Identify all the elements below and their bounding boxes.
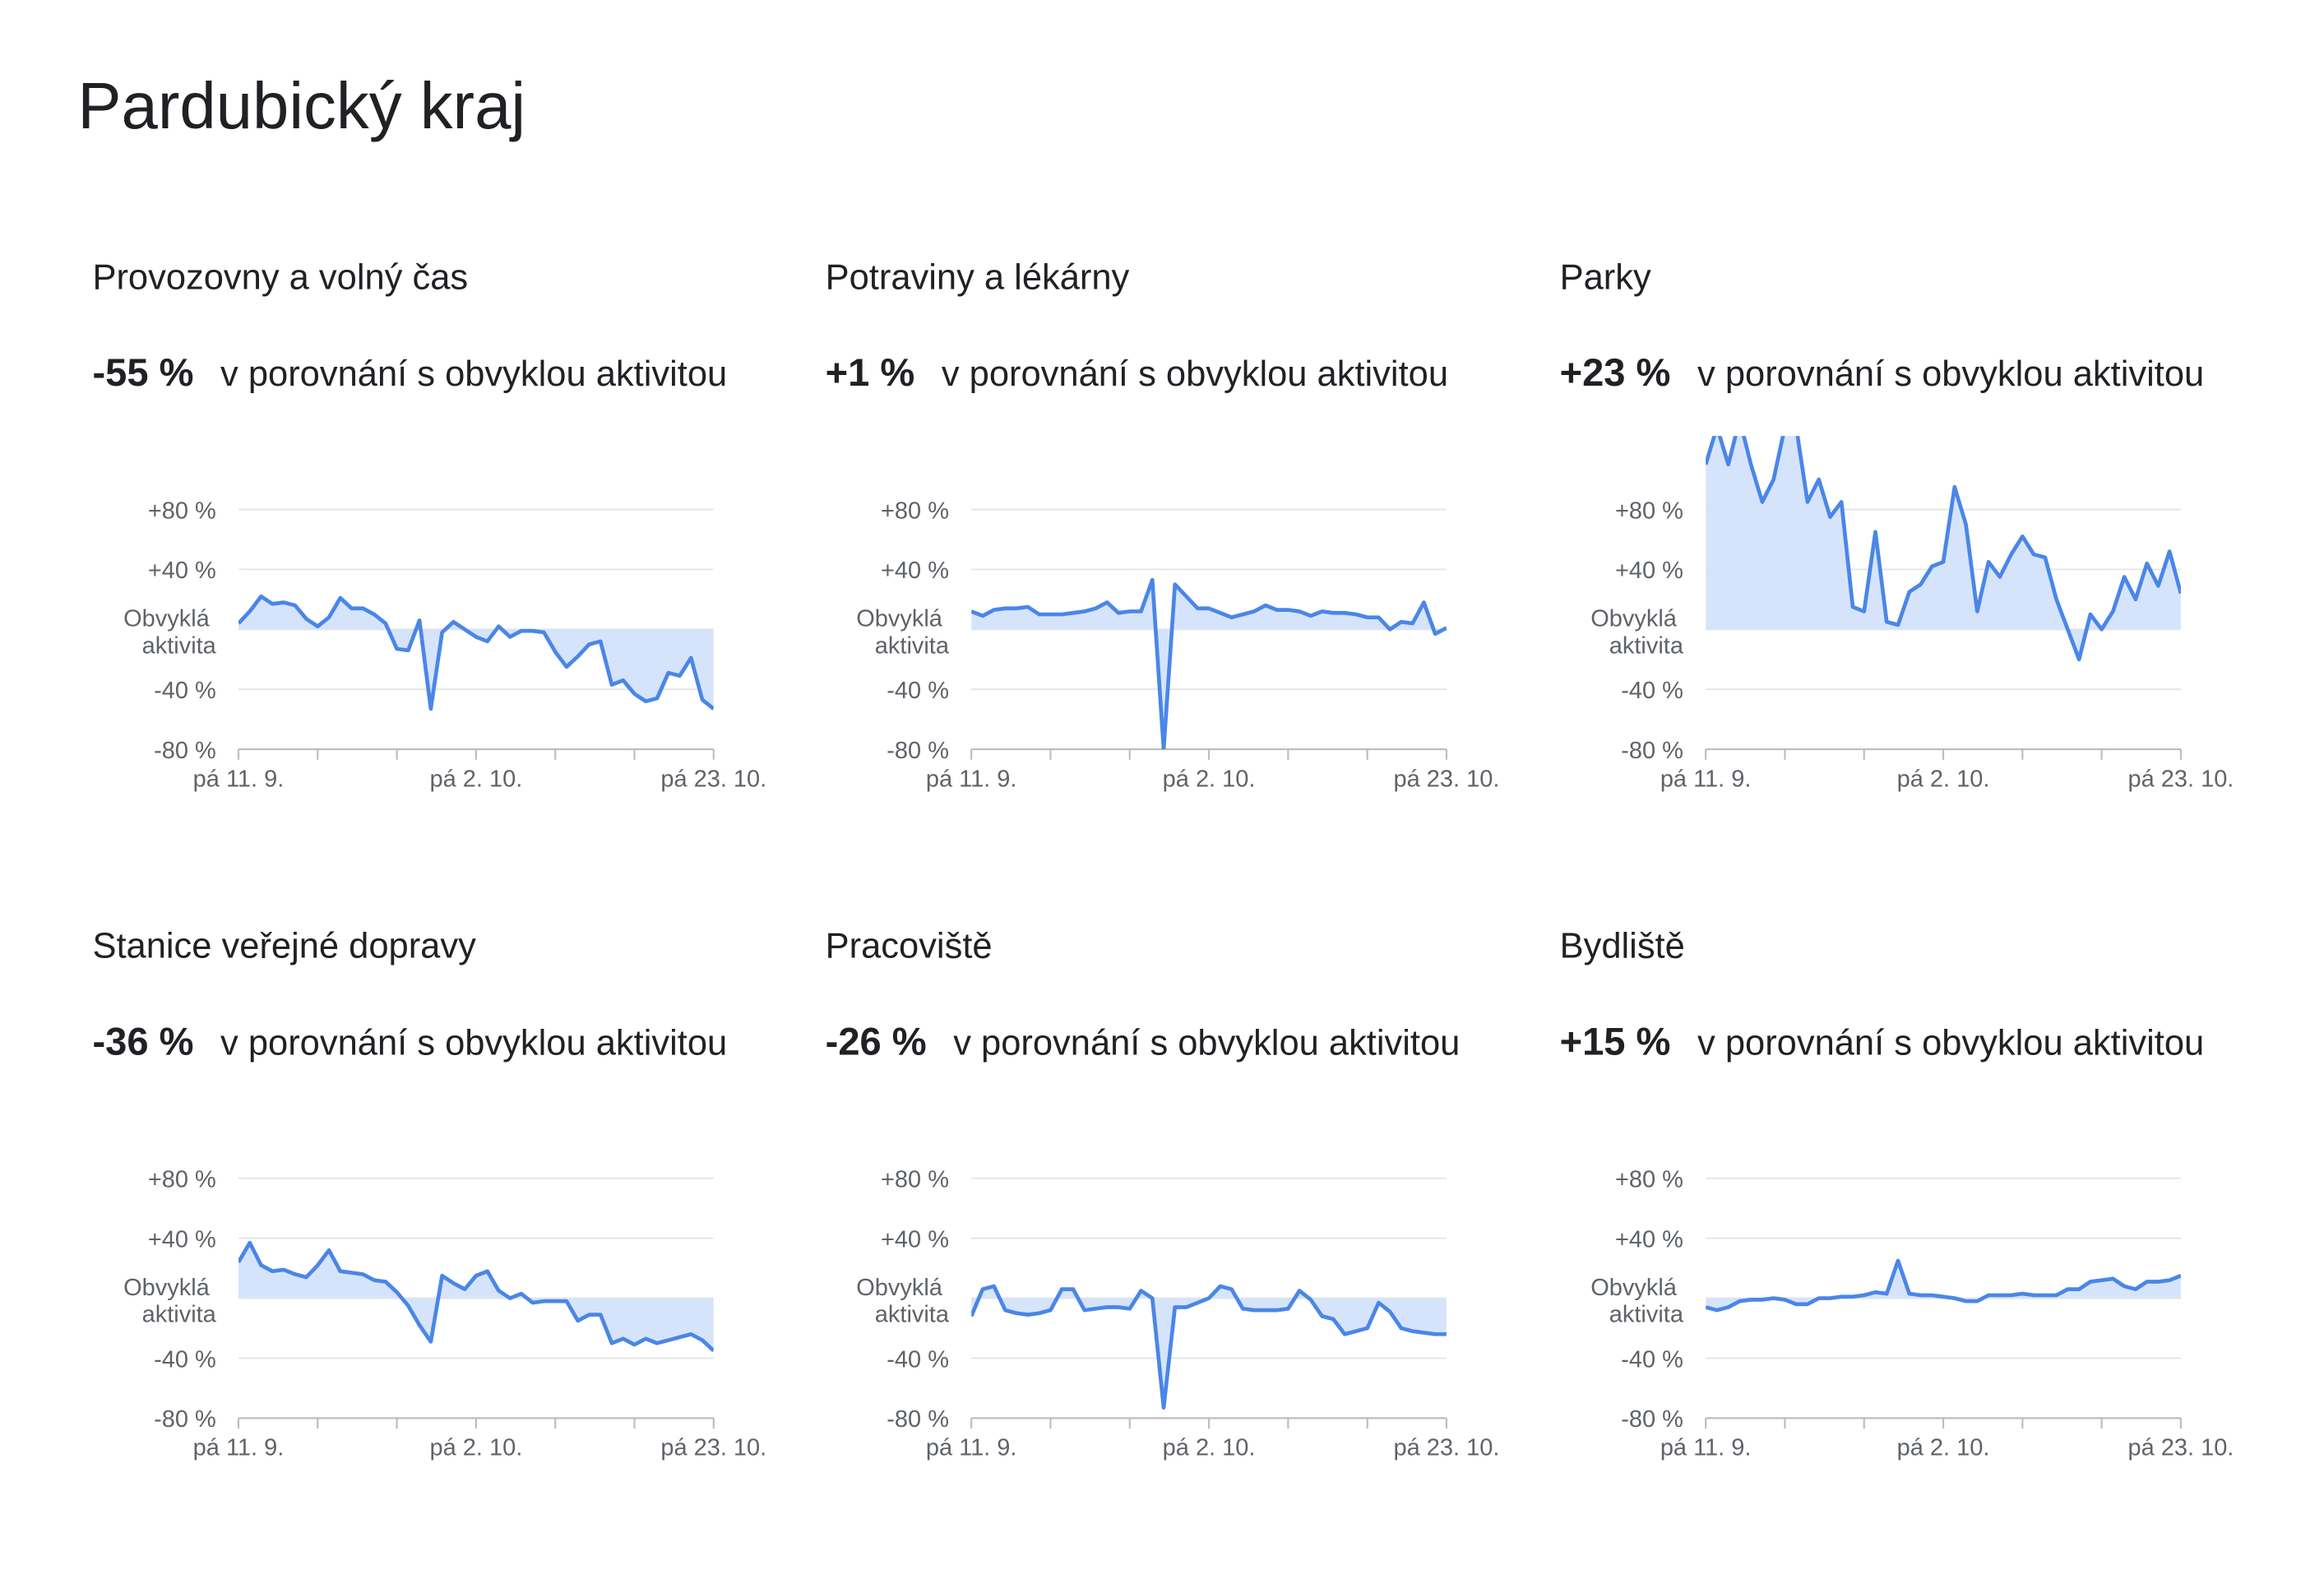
panel-title: Stanice veřejné dopravy — [92, 927, 476, 966]
summary-text: v porovnání s obvyklou aktivitou — [953, 1023, 1460, 1063]
y-tick-label: -40 % — [154, 1346, 216, 1373]
line — [1706, 436, 2181, 662]
area — [238, 1243, 714, 1351]
y-tick-label: -80 % — [887, 738, 949, 764]
y-tick-label: -40 % — [887, 1346, 949, 1373]
y-tick-label: Obvyklá aktivita — [1590, 606, 1684, 660]
y-tick-label: -80 % — [1621, 1406, 1683, 1433]
y-tick-label: -80 % — [154, 1406, 216, 1433]
summary: -36 % v porovnání s obvyklou aktivitou — [92, 1019, 727, 1063]
x-tick-label: pá 23. 10. — [2128, 1435, 2234, 1461]
y-tick-label: +80 % — [881, 498, 949, 524]
y-tick-label: -40 % — [887, 678, 949, 704]
area — [238, 596, 714, 709]
summary-text: v porovnání s obvyklou aktivitou — [1697, 1023, 2204, 1063]
y-tick-label: +40 % — [148, 1227, 216, 1253]
panel-title: Pracoviště — [826, 927, 993, 966]
x-tick-label: pá 11. 9. — [193, 1435, 285, 1461]
chart-panel: Stanice veřejné dopravy -36 % v porovnání … — [92, 927, 766, 1461]
line — [971, 1284, 1447, 1410]
area — [1706, 436, 2181, 660]
area — [1706, 1260, 2181, 1311]
panel-title: Potraviny a lékárny — [826, 257, 1130, 297]
x-tick-label: pá 2. 10. — [1897, 766, 1990, 792]
chart-panel: Potraviny a lékárny +1 % v porovnání s obv… — [826, 257, 1500, 792]
y-tick-label: +40 % — [148, 558, 216, 584]
x-tick-label: pá 11. 9. — [193, 766, 285, 792]
chart-panel: Pracoviště -26 % v porovnání s obvyklou ak… — [826, 927, 1500, 1461]
y-tick-label: +80 % — [1615, 498, 1683, 524]
x-tick-label: pá 23. 10. — [660, 1435, 766, 1461]
y-tick-label: -40 % — [154, 678, 216, 704]
line — [971, 577, 1447, 750]
y-tick-label: +40 % — [881, 558, 949, 584]
summary-text: v porovnání s obvyklou aktivitou — [220, 1023, 727, 1063]
y-tick-label: +80 % — [148, 1167, 216, 1193]
x-tick-label: pá 2. 10. — [430, 1435, 523, 1461]
x-tick-label: pá 11. 9. — [1660, 766, 1752, 792]
area — [971, 1285, 1447, 1408]
x-tick-label: pá 2. 10. — [1163, 766, 1256, 792]
y-tick-label: +40 % — [881, 1227, 949, 1253]
y-tick-label: -80 % — [887, 1406, 949, 1433]
summary: +15 % v porovnání s obvyklou aktivitou — [1560, 1019, 2205, 1063]
chart-panel: Provozovny a volný čas -55 % v porovnání s… — [92, 257, 766, 792]
summary-text: v porovnání s obvyklou aktivitou — [220, 354, 727, 394]
summary: -55 % v porovnání s obvyklou aktivitou — [92, 350, 727, 394]
x-tick-label: pá 11. 9. — [926, 766, 1017, 792]
panel-title: Bydliště — [1560, 927, 1685, 966]
y-tick-label: -80 % — [1621, 738, 1683, 764]
y-tick-label: Obvyklá aktivita — [123, 1275, 217, 1328]
y-tick-label: Obvyklá aktivita — [1590, 1275, 1684, 1328]
chart-panel: Bydliště +15 % v porovnání s obvyklou akti… — [1560, 927, 2234, 1461]
x-tick-label: pá 2. 10. — [430, 766, 523, 792]
line — [1706, 1258, 2181, 1313]
y-tick-label: +40 % — [1615, 1227, 1683, 1253]
y-tick-label: +80 % — [881, 1167, 949, 1193]
summary-value: +1 % — [826, 350, 915, 394]
x-tick-label: pá 11. 9. — [926, 1435, 1017, 1461]
area — [971, 580, 1447, 750]
x-tick-label: pá 23. 10. — [1394, 1435, 1500, 1461]
x-tick-label: pá 23. 10. — [2128, 766, 2234, 792]
summary-value: -36 % — [92, 1019, 193, 1063]
x-tick-label: pá 23. 10. — [1394, 766, 1500, 792]
y-tick-label: Obvyklá aktivita — [123, 606, 217, 660]
summary-value: -26 % — [826, 1019, 927, 1063]
chart-panel: Parky +23 % v porovnání s obvyklou aktivit… — [1560, 257, 2234, 792]
summary-value: +15 % — [1560, 1019, 1671, 1063]
y-tick-label: -40 % — [1621, 1346, 1683, 1373]
y-tick-label: Obvyklá aktivita — [856, 606, 950, 660]
line — [238, 594, 714, 711]
y-tick-label: -40 % — [1621, 678, 1683, 704]
y-tick-label: -80 % — [154, 738, 216, 764]
summary-text: v porovnání s obvyklou aktivitou — [942, 354, 1448, 394]
summary: +23 % v porovnání s obvyklou aktivitou — [1560, 350, 2205, 394]
panel-title: Parky — [1560, 257, 1651, 297]
summary-value: +23 % — [1560, 350, 1671, 394]
summary-text: v porovnání s obvyklou aktivitou — [1697, 354, 2204, 394]
x-tick-label: pá 2. 10. — [1897, 1435, 1990, 1461]
line — [238, 1240, 714, 1353]
panel-title: Provozovny a volný čas — [92, 257, 468, 297]
y-tick-label: +80 % — [1615, 1167, 1683, 1193]
y-tick-label: +40 % — [1615, 558, 1683, 584]
summary: -26 % v porovnání s obvyklou aktivitou — [826, 1019, 1461, 1063]
x-tick-label: pá 23. 10. — [660, 766, 766, 792]
x-tick-label: pá 2. 10. — [1163, 1435, 1256, 1461]
page-title: Pardubický kraj — [77, 69, 525, 142]
y-tick-label: +80 % — [148, 498, 216, 524]
y-tick-label: Obvyklá aktivita — [856, 1275, 950, 1328]
summary: +1 % v porovnání s obvyklou aktivitou — [826, 350, 1448, 394]
x-tick-label: pá 11. 9. — [1660, 1435, 1752, 1461]
summary-value: -55 % — [92, 350, 193, 394]
